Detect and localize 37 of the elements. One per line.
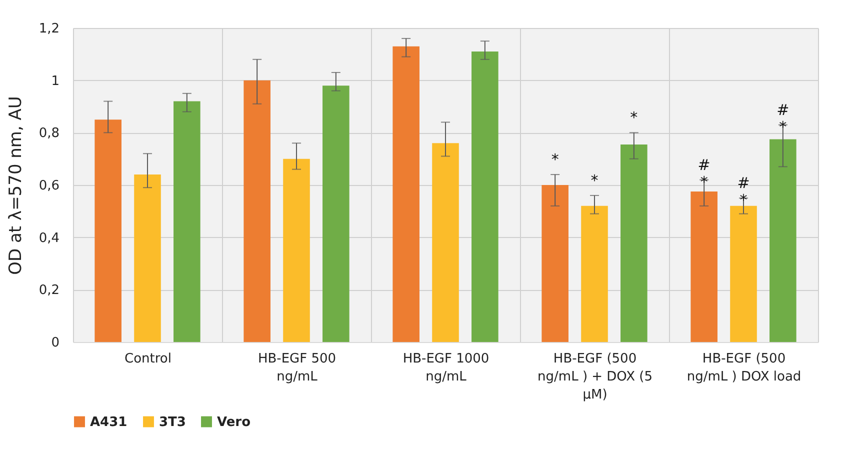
x-tick-label: Control xyxy=(124,352,172,366)
x-tick-label: HB-EGF 1000 ng/mL xyxy=(402,352,490,384)
bar xyxy=(244,80,270,342)
x-tick-label: HB-EGF 500 ng/mL xyxy=(258,352,336,384)
x-tick-label: HB-EGF (500 ng/mL ) + DOX (5 µM) xyxy=(538,352,652,402)
bar xyxy=(134,174,161,342)
x-tick-label: HB-EGF (500 ng/mL ) DOX load xyxy=(686,352,802,384)
y-tick-label: 0,6 xyxy=(38,178,60,194)
data-label: # * xyxy=(698,156,710,191)
y-tick-label: 1,2 xyxy=(38,22,60,36)
bar xyxy=(581,206,608,342)
y-tick-label: 0,8 xyxy=(38,126,60,142)
y-tick-label: 1 xyxy=(51,74,60,89)
y-tick-label: 0,2 xyxy=(38,283,60,298)
bar xyxy=(472,52,498,342)
bar xyxy=(770,139,796,342)
data-label: * xyxy=(551,150,560,169)
legend-label: A431 xyxy=(90,414,128,430)
y-tick-label: 0 xyxy=(51,336,60,350)
data-label: # * xyxy=(737,174,750,210)
bar xyxy=(283,158,310,342)
bar xyxy=(620,144,648,342)
bar xyxy=(432,143,459,342)
bar xyxy=(542,185,568,342)
bar xyxy=(94,120,122,342)
legend-label: Vero xyxy=(217,414,251,430)
bar xyxy=(690,192,718,342)
y-axis-title: OD at λ=570 nm, AU xyxy=(6,96,26,275)
bar xyxy=(730,206,757,342)
bar xyxy=(322,86,350,342)
bar xyxy=(174,101,200,342)
bar xyxy=(392,46,420,342)
data-label: * xyxy=(630,108,638,127)
data-label: # * xyxy=(776,100,790,136)
y-tick-label: 0,4 xyxy=(38,230,60,246)
legend-label: 3T3 xyxy=(159,414,186,430)
data-label: * xyxy=(590,171,599,190)
